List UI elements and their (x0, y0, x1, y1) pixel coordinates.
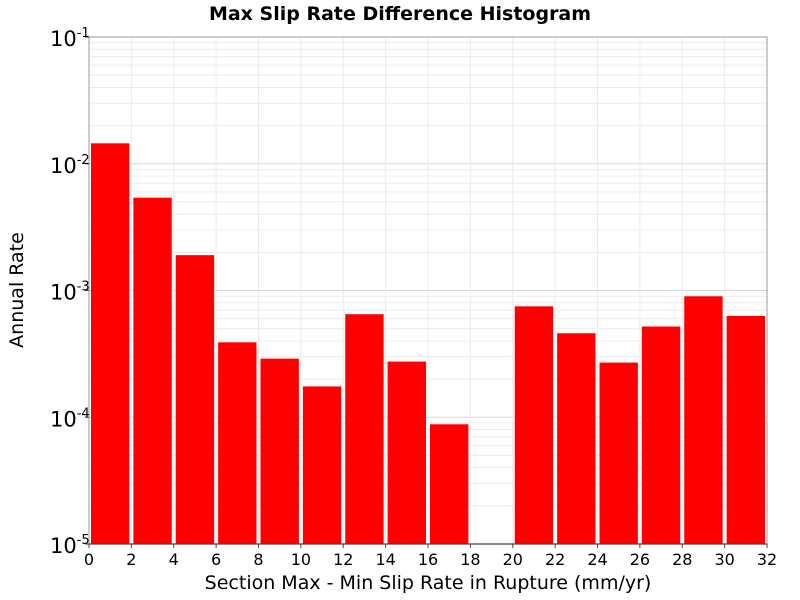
histogram-bar (430, 424, 469, 544)
x-tick-label: 22 (545, 550, 565, 569)
x-tick-label: 10 (291, 550, 311, 569)
y-tick-label: 10-2 (50, 153, 90, 178)
y-axis-ticks: 10-5 10-4 10-3 10-2 10-1 (50, 26, 90, 558)
x-tick-label: 4 (169, 550, 179, 569)
x-tick-label: 20 (503, 550, 523, 569)
x-tick-label: 18 (460, 550, 480, 569)
x-tick-label: 6 (211, 550, 221, 569)
x-tick-label: 8 (253, 550, 263, 569)
x-tick-label: 12 (333, 550, 353, 569)
y-tick-label: 10-4 (50, 406, 90, 431)
histogram-bar (387, 361, 426, 544)
x-tick-label: 26 (630, 550, 650, 569)
x-tick-label: 16 (418, 550, 438, 569)
x-tick-label: 32 (757, 550, 777, 569)
histogram-bar (557, 333, 596, 544)
y-tick-label: 10-5 (50, 533, 90, 558)
y-tick-label: 10-1 (50, 26, 90, 51)
histogram-bar (302, 386, 342, 544)
histogram-bar (514, 306, 554, 544)
x-tick-label: 2 (126, 550, 136, 569)
histogram-bar (684, 296, 723, 544)
x-axis-ticks: 0 2 4 6 8 10 12 14 16 18 20 22 24 26 28 30 32 (84, 544, 777, 569)
histogram-bar (260, 358, 299, 544)
x-tick-label: 30 (714, 550, 734, 569)
histogram-bar (175, 255, 215, 545)
histogram-bar (599, 362, 638, 544)
bars (91, 143, 765, 545)
y-axis-label: Annual Rate (6, 232, 28, 348)
x-tick-label: 24 (587, 550, 607, 569)
histogram-bar (641, 326, 681, 544)
chart-title: Max Slip Rate Difference Histogram (209, 3, 591, 25)
x-axis-label: Section Max - Min Slip Rate in Rupture (… (205, 572, 652, 594)
x-tick-label: 28 (672, 550, 692, 569)
histogram-bar (91, 143, 130, 544)
histogram-bar (726, 315, 765, 544)
histogram-bar (133, 197, 172, 544)
histogram-bar (218, 342, 257, 544)
y-tick-label: 10-3 (50, 280, 90, 305)
histogram-bar (345, 314, 384, 544)
x-tick-label: 14 (375, 550, 395, 569)
x-tick-label: 0 (84, 550, 94, 569)
